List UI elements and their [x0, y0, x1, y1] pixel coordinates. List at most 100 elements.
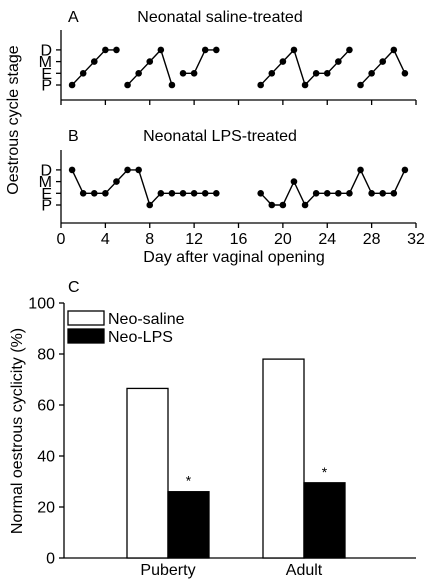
panelA-data-point [79, 70, 87, 77]
panelB-data-point [124, 166, 131, 174]
panel-c-significance-marker: * [186, 473, 192, 489]
panelB-data-point [301, 201, 309, 209]
panelA-data-point [301, 81, 309, 89]
panelB-data-point [279, 201, 287, 209]
panelB-data-point [312, 190, 320, 197]
panel-b-title: Neonatal LPS-treated [143, 128, 297, 145]
panelA-data-point [346, 46, 353, 54]
panel-c-bar-neo-saline [126, 387, 169, 559]
panelB-y-tick-label: M [39, 174, 52, 191]
panelA-data-point [102, 46, 109, 54]
panelB-data-point [323, 190, 331, 197]
shared-y-axis-label: Oestrous cycle stage [5, 45, 22, 195]
panelA-data-point [124, 81, 131, 89]
panelA-data-point [90, 58, 98, 65]
shared-x-axis-label: Day after vaginal opening [143, 249, 324, 266]
panelA-data-point [68, 81, 76, 89]
panelB-data-point [401, 166, 409, 174]
panelB-data-point [335, 190, 342, 197]
panelB-x-tick-label: 28 [363, 231, 381, 248]
panelB-data-point [113, 178, 120, 185]
panelA-series-line [183, 49, 217, 75]
panelA-data-point [323, 70, 331, 77]
panel-a-title: Neonatal saline-treated [137, 9, 302, 26]
panel-c-x-tick-label: Puberty [140, 562, 195, 579]
panel-c-legend-label: Neo-saline [108, 311, 185, 328]
panelB-data-point [157, 190, 165, 197]
panelA-data-point [113, 46, 120, 54]
panelA-data-point [201, 46, 209, 54]
panelB-data-point [368, 190, 375, 197]
panel-c-significance-marker: * [322, 464, 328, 480]
panelA-data-point [279, 58, 287, 65]
panelB-x-tick-label: 32 [407, 231, 425, 248]
panelB-x-tick-label: 4 [101, 231, 110, 248]
panelB-data-point [379, 190, 387, 197]
panelB-data-point [68, 166, 76, 174]
panelB-data-point [90, 190, 98, 197]
panelB-series-line [71, 169, 217, 207]
panelB-data-point [168, 190, 176, 197]
panelA-data-point [135, 70, 142, 77]
panelA-data-point [390, 46, 398, 54]
panelA-data-point [368, 70, 375, 77]
panel-c-y-tick-label: 40 [37, 449, 55, 466]
panelA-data-point [357, 81, 364, 89]
panelB-data-point [102, 190, 109, 197]
panel-c-y-tick-label: 20 [37, 500, 55, 517]
panelB-data-point [346, 190, 353, 197]
panelA-data-point [168, 81, 176, 89]
panel-c-y-tick-label: 80 [37, 347, 55, 364]
panel-c-bar-neo-saline [262, 358, 305, 559]
panelB-data-point [257, 190, 264, 197]
panelA-y-tick-label: E [41, 66, 52, 83]
panelB-data-point [268, 201, 276, 209]
panelA-data-point [257, 81, 264, 89]
panelB-data-point [146, 201, 154, 209]
panelB-x-tick-label: 20 [274, 231, 292, 248]
panelA-data-point [290, 46, 298, 54]
panelA-data-point [179, 70, 187, 77]
panelB-data-point [79, 190, 87, 197]
panelA-data-point [157, 46, 165, 54]
panelA-y-tick-label: D [40, 42, 52, 59]
panelB-x-tick-label: 8 [145, 231, 154, 248]
panel-b-marks [68, 166, 409, 209]
panelA-data-point [401, 70, 409, 77]
panel-c-axes: 0 20 40 60 80 100 Puberty Adult [28, 296, 416, 579]
panelB-data-point [135, 166, 142, 174]
panelB-y-tick-label: D [40, 162, 52, 179]
panel-a-letter: A [68, 9, 79, 26]
panelB-x-tick-label: 12 [185, 231, 203, 248]
panelB-data-point [390, 190, 398, 197]
panelB-x-tick-label: 24 [318, 231, 336, 248]
panel-c-bar-neo-lps [303, 482, 346, 559]
panel-c-y-axis-label: Normal oestrous cyclicity (%) [9, 328, 26, 534]
panelB-x-tick-label: 0 [57, 231, 66, 248]
panelB-x-tick-label: 16 [230, 231, 248, 248]
panelA-y-tick-label: P [41, 78, 52, 95]
panel-a-marks [68, 46, 409, 89]
panelA-y-tick-label: M [39, 54, 52, 71]
panelA-data-point [213, 46, 220, 54]
panelA-series-line [260, 48, 350, 87]
panelB-y-tick-label: P [41, 198, 52, 215]
panelB-series-line [260, 168, 406, 207]
panel-c-y-tick-label: 100 [28, 296, 55, 313]
panelB-data-point [290, 178, 298, 185]
panelA-data-point [379, 58, 387, 65]
panel-c-legend-swatch [67, 310, 105, 326]
panelB-data-point [357, 166, 364, 174]
panel-c-y-tick-label: 0 [46, 551, 55, 568]
panelB-data-point [213, 190, 220, 197]
panelA-data-point [146, 58, 154, 65]
panel-c-bar-neo-lps [167, 491, 210, 559]
panelA-data-point [268, 70, 276, 77]
panel-b-letter: B [68, 128, 79, 145]
